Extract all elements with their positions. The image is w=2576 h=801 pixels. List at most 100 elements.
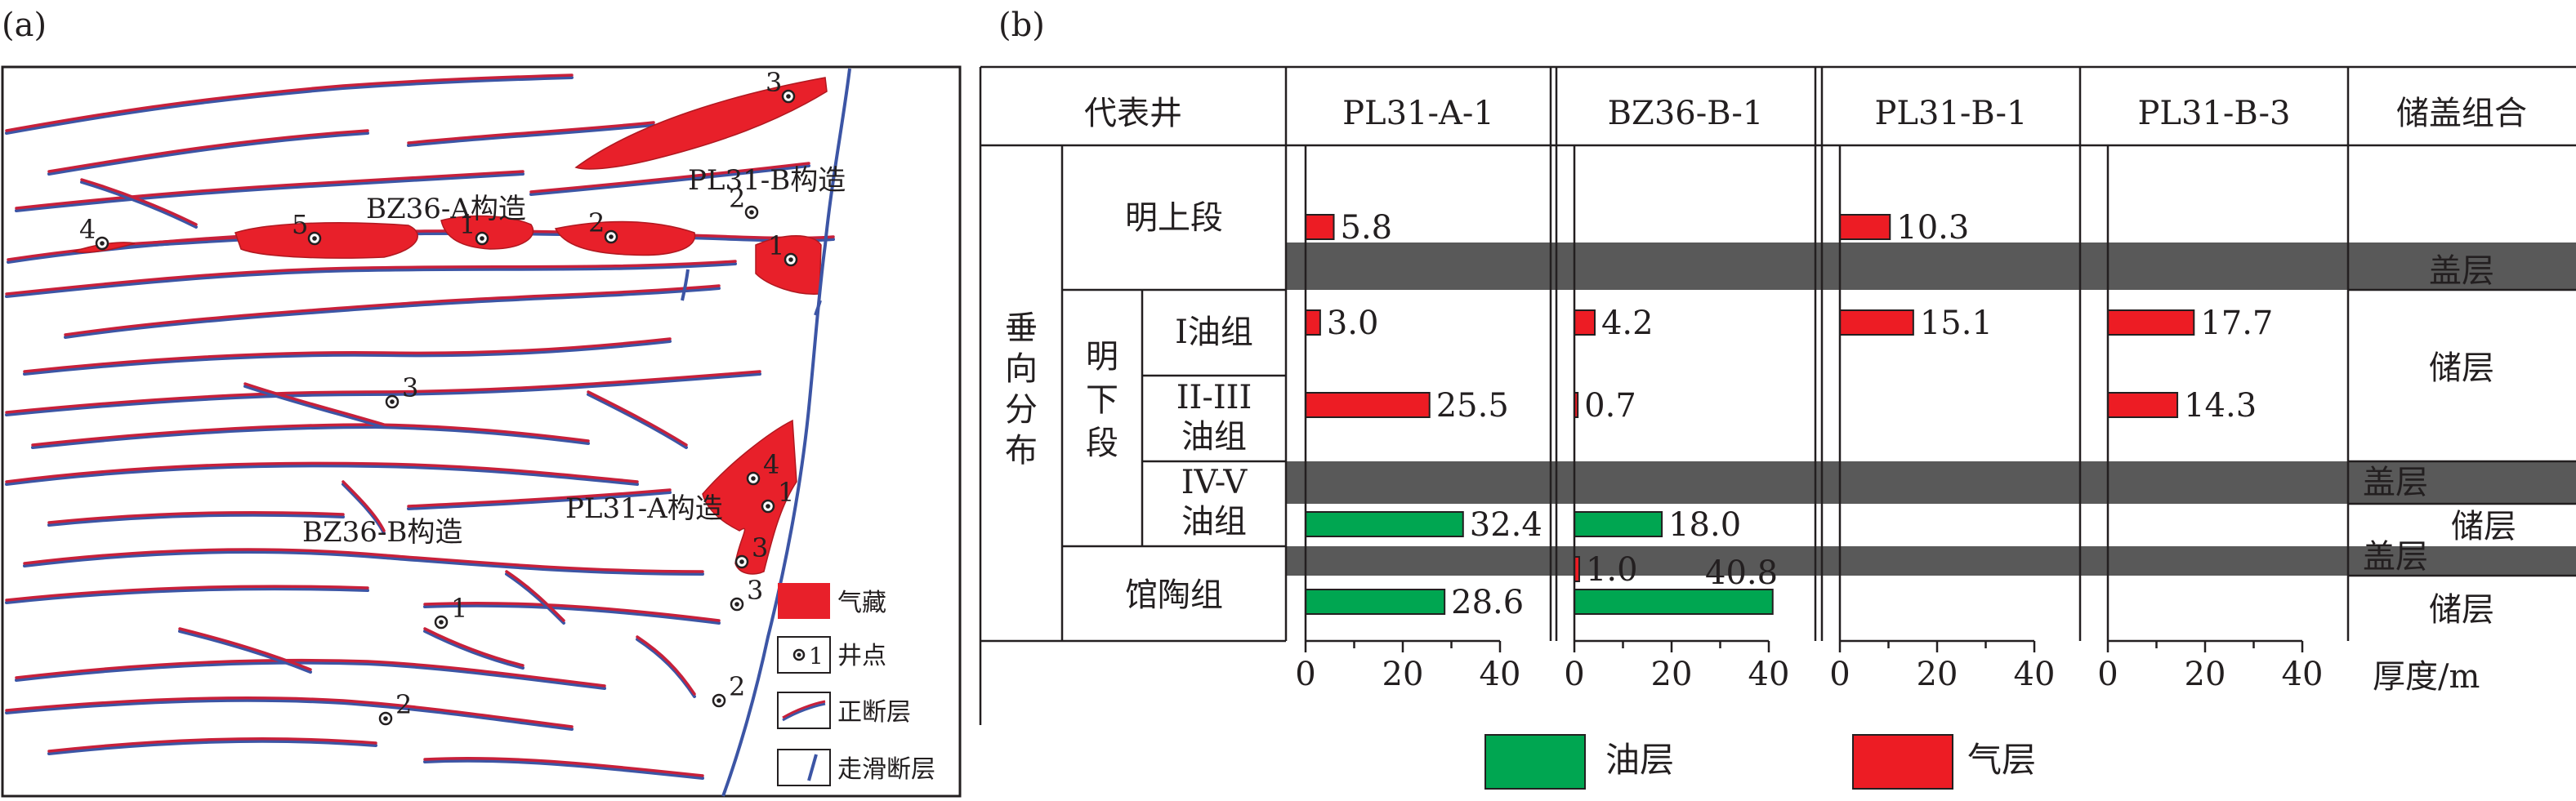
fault-trace-shadow [5, 587, 369, 604]
well-number-label: 1 [459, 209, 475, 240]
legend-normal-fault-label: 正断层 [837, 698, 911, 727]
well-number-label: 3 [747, 575, 763, 606]
normal-fault-trace [5, 370, 761, 414]
bar-pl31-b-3-gas [2107, 392, 2179, 418]
legend-strike-fault-swatch [777, 749, 831, 786]
bar-value-label: 40.8 [1705, 554, 1778, 592]
legend-gas-layer-label: 气层 [1967, 740, 2036, 780]
group-1-label: I油组 [1175, 314, 1253, 351]
gas-pool-pl31-a [702, 419, 797, 575]
fault-trace-shadow [80, 180, 198, 229]
normal-fault-trace [5, 461, 639, 483]
combo-res-2: 储层 [2451, 508, 2516, 545]
well-number-label: 3 [752, 532, 768, 563]
well-number-label: 2 [729, 671, 745, 702]
axis-label: 厚度/m [2373, 658, 2480, 696]
fault-trace-shadow [505, 572, 565, 625]
normal-fault-trace [23, 337, 672, 373]
normal-fault-trace [5, 585, 369, 602]
well-number-label: 1 [778, 477, 794, 508]
fault-trace-shadow [423, 603, 721, 625]
combo-cap-1: 盖层 [2429, 252, 2494, 290]
x-axis-tick-label: 20 [1917, 656, 1958, 693]
normal-fault-trace [5, 260, 737, 296]
group-3-label-line1: IV-V [1181, 464, 1248, 501]
gas-pool-bz36-a-west [234, 222, 418, 259]
x-axis-tick-label: 0 [2097, 656, 2118, 693]
bar-value-label: 10.3 [1896, 209, 1969, 247]
fault-trace-shadow [64, 287, 721, 339]
header-combination: 储盖组合 [2396, 95, 2527, 132]
bar-value-label: 15.1 [1920, 305, 1993, 342]
member-upper-minghuazhen: 明上段 [1125, 199, 1223, 237]
legend-well-label: 井点 [837, 642, 886, 670]
legend-well-sample: 1 [809, 643, 824, 670]
well-number-label: 4 [763, 449, 779, 480]
combo-res-1: 储层 [2429, 349, 2494, 387]
member-lower-char-1: 明 [1086, 338, 1118, 376]
bar-value-label: 4.2 [1601, 305, 1654, 342]
thickness-axes: 0 20 40 0 20 40 0 20 40 0 20 40 [1295, 145, 2323, 693]
legend-well-icon [792, 648, 806, 661]
fault-trace-shadow [15, 661, 606, 690]
fault-trace-shadow [47, 739, 377, 755]
group-2-label-line2: 油组 [1181, 418, 1247, 456]
bar-pl31-a-1-oil [1305, 589, 1446, 615]
panel-b-label: (b) [998, 7, 1045, 44]
fault-trace-shadow [407, 123, 655, 147]
bar-value-label: 14.3 [2184, 387, 2257, 425]
cap-band-3 [1286, 546, 2576, 576]
x-axis-tick-label: 20 [2185, 656, 2226, 693]
vertical-label-1: 垂 [1005, 309, 1038, 347]
fault-trace-shadow [31, 425, 590, 449]
structure-label-bz36-b: BZ36-B构造 [302, 516, 462, 549]
legend-gas-swatch [778, 583, 830, 619]
legend-strike-fault-icon [807, 754, 818, 781]
strike-slip-fault-branch [681, 269, 690, 301]
bar-pl31-b-3-gas [2107, 309, 2195, 336]
x-axis-tick-label: 40 [2282, 656, 2324, 693]
fault-trace-shadow [636, 638, 696, 698]
normal-fault-trace [47, 510, 345, 524]
bar-value-label: 17.7 [2200, 305, 2273, 342]
x-axis-tick-label: 40 [2014, 656, 2056, 693]
cap-band-1 [1286, 243, 2576, 290]
gas-pool-pl31-b-north [574, 77, 828, 170]
structure-label-bz36-a: BZ36-A构造 [366, 193, 526, 225]
header-well-3: PL31-B-1 [1875, 95, 2028, 132]
legend-oil-swatch [1484, 734, 1586, 790]
member-lower-char-2: 下 [1086, 381, 1118, 419]
well-number-label: 5 [292, 209, 308, 240]
fault-trace-shadow [23, 340, 672, 376]
x-axis-tick-label: 20 [1382, 656, 1424, 693]
bar-pl31-a-1-gas [1305, 309, 1321, 336]
normal-fault-trace [243, 382, 386, 426]
legend-gas-label: 气藏 [837, 589, 886, 617]
well-number-label: 3 [766, 67, 782, 98]
well-number-label: 2 [729, 183, 745, 214]
bar-value-label: 32.4 [1470, 506, 1542, 544]
bar-value-label: 3.0 [1327, 305, 1379, 342]
fault-trace-shadow [47, 513, 345, 527]
structure-label-pl31-b: PL31-B构造 [688, 164, 846, 197]
x-axis-tick-label: 20 [1651, 656, 1693, 693]
combo-cap-2: 盖层 [2363, 464, 2428, 501]
header-well-4: PL31-B-3 [2138, 95, 2291, 132]
bar-value-label: 0.7 [1584, 387, 1636, 425]
strike-slip-fault-main [721, 68, 851, 797]
bar-pl31-b-1-gas [1839, 214, 1891, 240]
vertical-label-2: 向 [1005, 350, 1038, 388]
x-axis-tick-label: 0 [1295, 656, 1315, 693]
normal-fault-trace [47, 737, 377, 753]
bar-bz36-b-1-oil [1574, 589, 1774, 615]
normal-fault-trace [423, 627, 525, 667]
legend-oil-label: 油层 [1605, 740, 1674, 780]
normal-fault-trace [505, 570, 565, 622]
structure-label-pl31-a: PL31-A构造 [565, 492, 723, 525]
combo-cap-3: 盖层 [2363, 538, 2428, 576]
well-number-label: 2 [588, 207, 605, 238]
normal-fault-trace [15, 170, 525, 210]
bar-bz36-b-1-gas [1574, 309, 1596, 336]
